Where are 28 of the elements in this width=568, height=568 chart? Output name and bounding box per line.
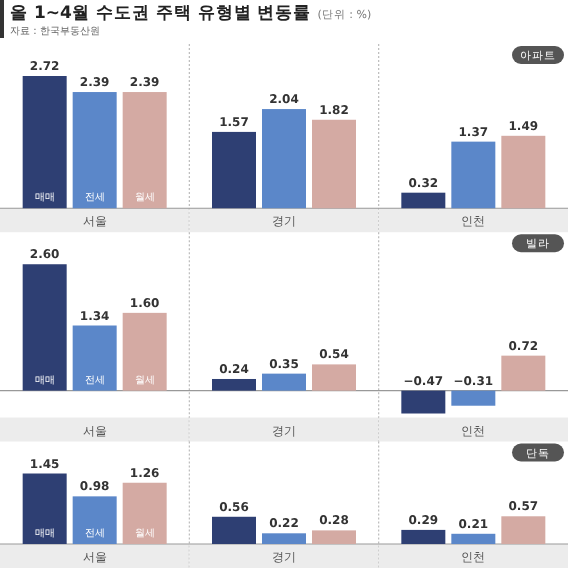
bar (22, 473, 67, 544)
bar (212, 131, 256, 209)
bar (501, 355, 546, 391)
bar (22, 76, 67, 209)
bar (312, 119, 356, 209)
bar (122, 92, 167, 209)
bar (401, 390, 446, 414)
bar (72, 496, 117, 544)
bar (212, 516, 256, 544)
bar (72, 92, 117, 209)
bar (501, 516, 546, 544)
bar (401, 529, 446, 544)
bar (401, 192, 446, 209)
bar (22, 264, 67, 391)
bar (451, 390, 496, 406)
bar (312, 364, 356, 391)
bar (212, 378, 256, 391)
bar (262, 109, 306, 209)
bar (262, 533, 306, 544)
bar (122, 312, 167, 391)
text: 올 1~4월 수도권 주택 유형별 변동률 (10, 4, 312, 24)
bar (451, 533, 496, 544)
bar (451, 141, 496, 209)
bar (312, 530, 356, 544)
bar (501, 135, 546, 209)
bar (122, 482, 167, 544)
bar (72, 325, 117, 391)
bar (262, 373, 306, 391)
